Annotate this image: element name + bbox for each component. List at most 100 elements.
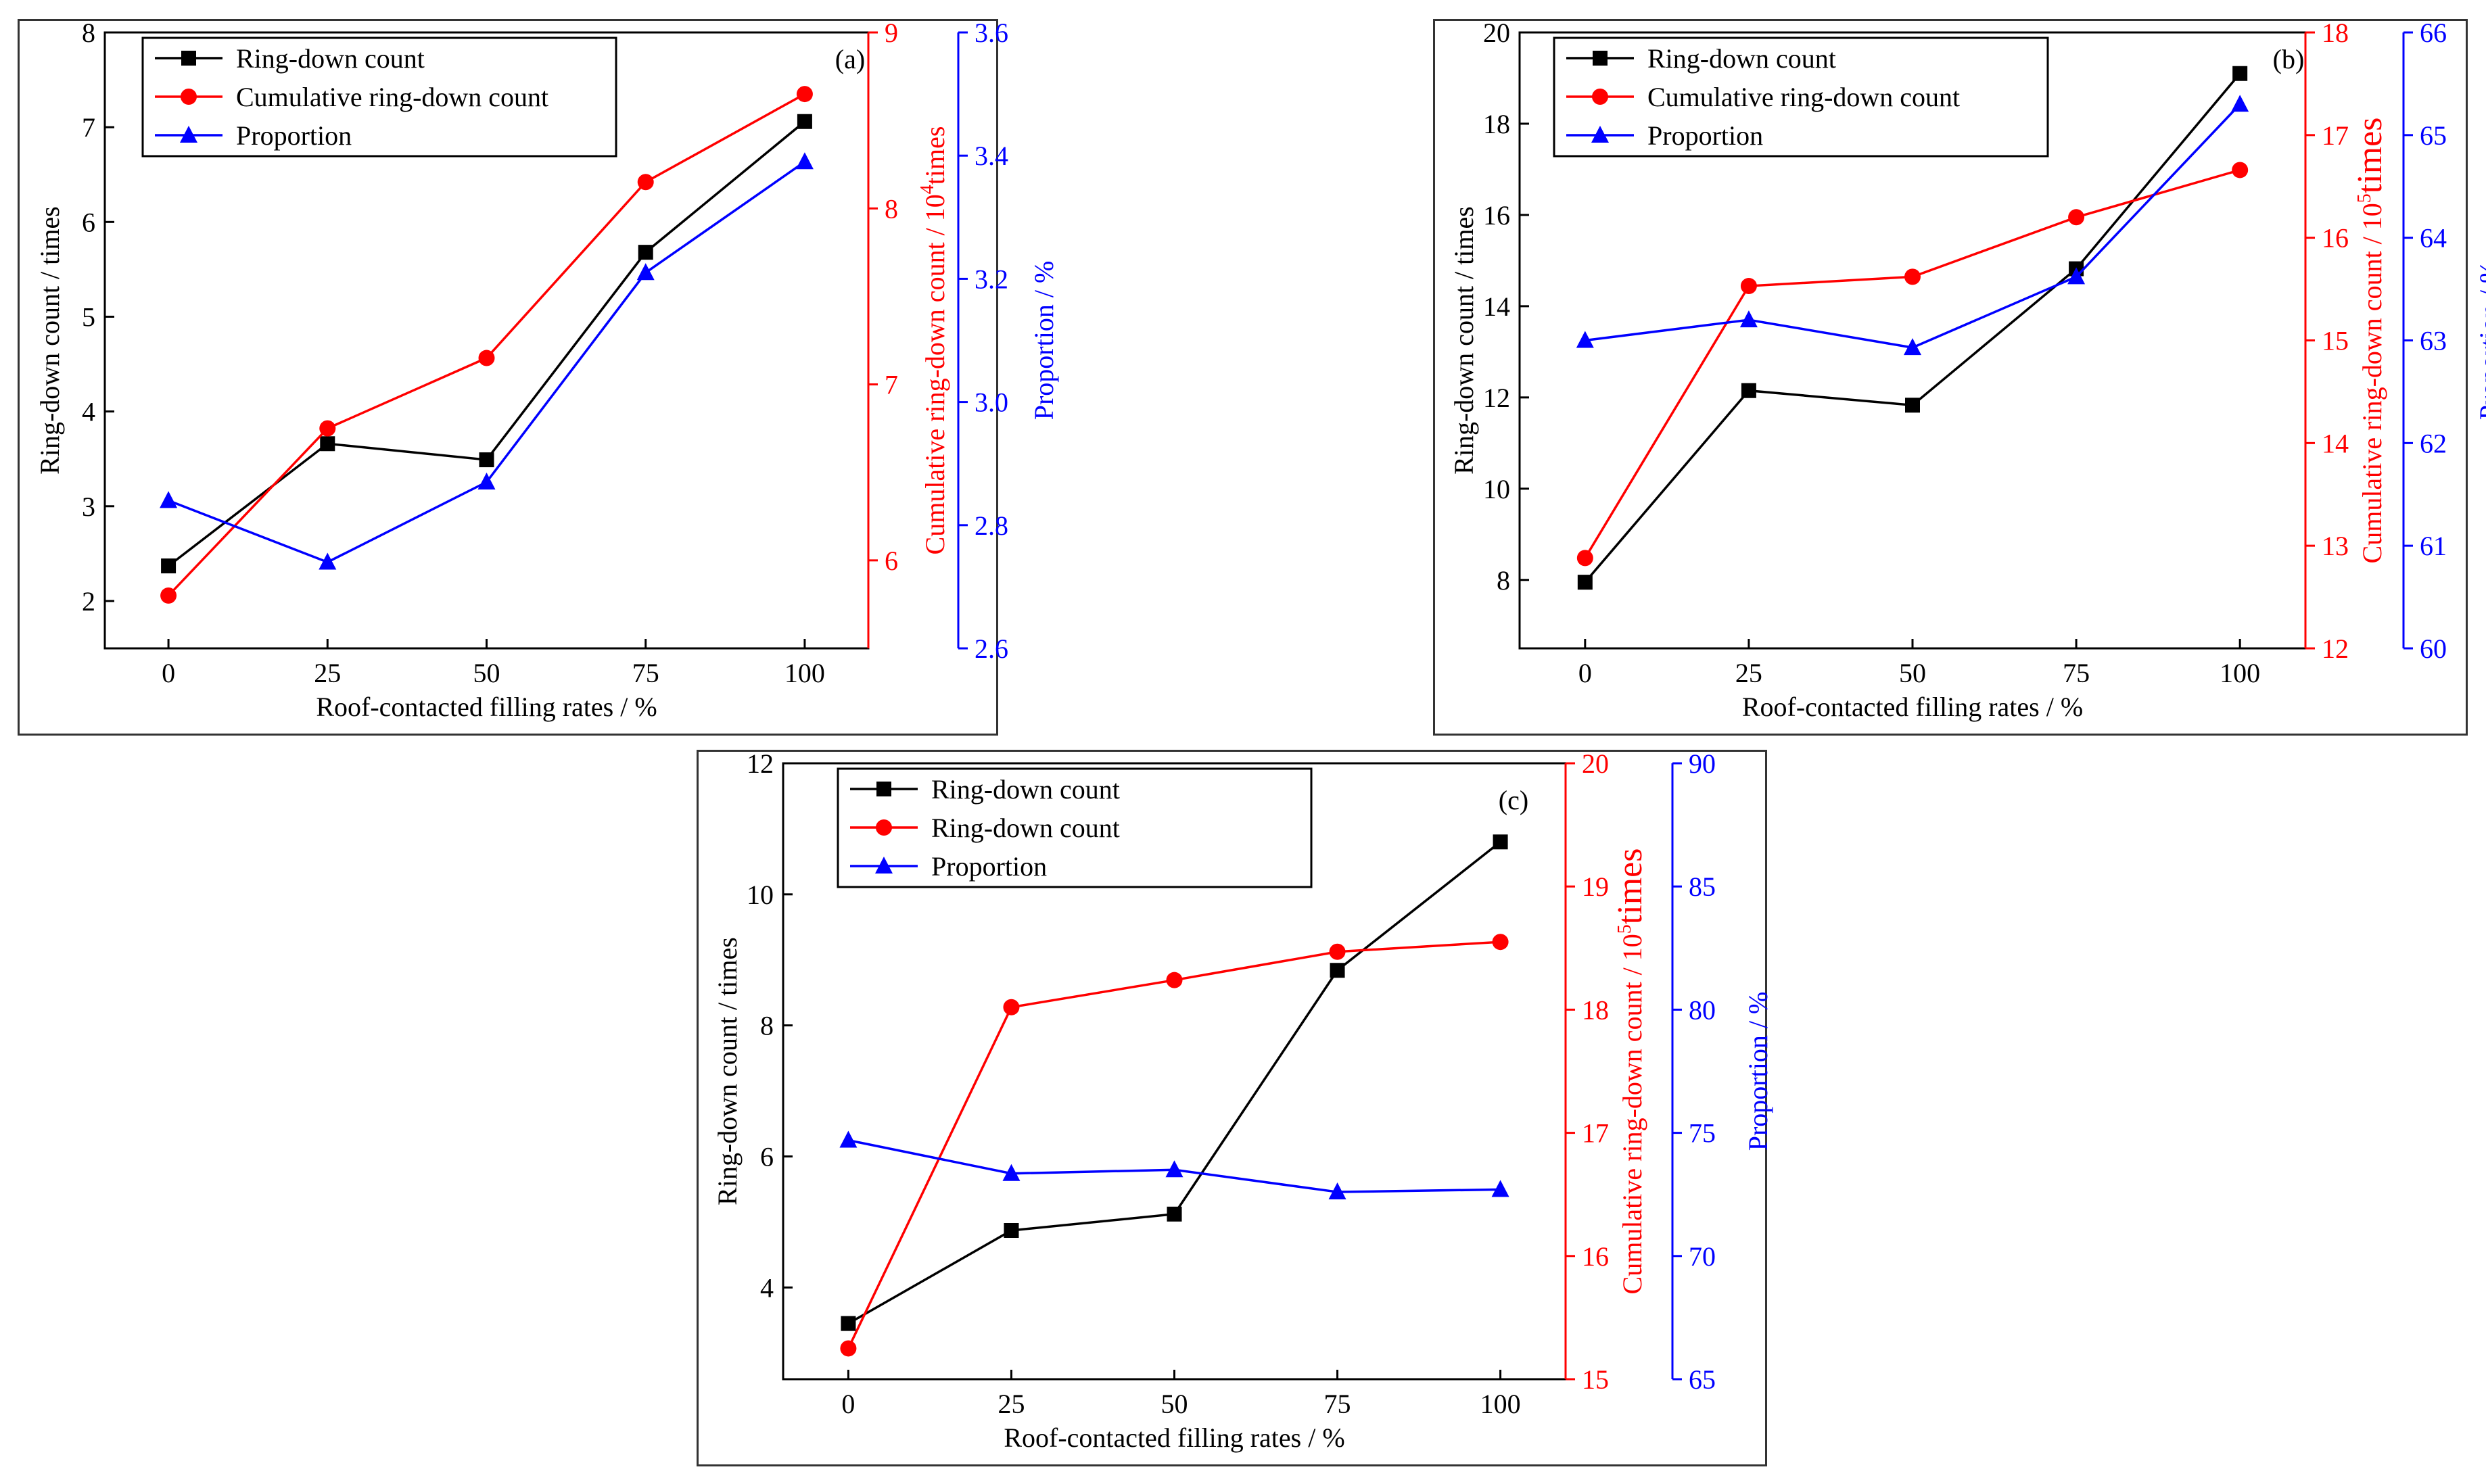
chart-svg: 0 25 50 75 100 Roof-contacted filling rates /… <box>1449 18 2486 722</box>
y-blue-tick-label: 65 <box>1689 1364 1716 1395</box>
x-tick-label: 100 <box>2220 658 2260 688</box>
y-blue-tick-label: 66 <box>2420 18 2447 48</box>
data-point-blue <box>795 152 814 170</box>
data-point-red <box>2232 162 2249 178</box>
data-point-red <box>160 587 177 604</box>
legend-label: Ring-down count <box>931 774 1120 805</box>
legend-marker <box>876 782 891 796</box>
y-left-tick-label: 2 <box>82 586 95 617</box>
y-red-label-tail: times <box>1611 848 1649 925</box>
x-tick-label: 0 <box>162 658 175 688</box>
y-red-label-sup: 4 <box>917 185 938 194</box>
x-tick-label: 0 <box>1578 658 1592 688</box>
y-left-tick-label: 6 <box>82 207 95 237</box>
legend-box <box>1553 37 2049 158</box>
data-point-red <box>840 1340 857 1357</box>
data-point-blue <box>1576 331 1594 348</box>
series-line-red <box>1584 168 2241 559</box>
x-axis-label: Roof-contacted filling rates / % <box>1004 1422 1344 1453</box>
x-tick-label: 50 <box>473 658 500 688</box>
y-red-tick-label: 8 <box>885 193 898 224</box>
x-tick-label: 25 <box>998 1389 1025 1419</box>
legend-label: Cumulative ring-down count <box>1647 82 1960 112</box>
data-point-blue <box>1165 1160 1183 1178</box>
legend-label: Ring-down count <box>931 813 1120 843</box>
data-point-left <box>1577 575 1593 590</box>
legend-marker <box>181 89 197 105</box>
legend-marker <box>875 857 893 873</box>
data-point-red <box>796 86 813 103</box>
y-blue-axis-label: Proportion / % <box>1029 261 1059 421</box>
y-left-tick-label: 8 <box>1497 565 1510 596</box>
y-red-tick-label: 17 <box>2322 120 2349 151</box>
y-red-axis-label: Cumulative ring-down count / 105times <box>1611 848 1649 1295</box>
y-left-tick-label: 16 <box>1483 200 1510 231</box>
data-point-blue <box>1904 338 1921 356</box>
y-left-tick-label: 18 <box>1483 109 1510 139</box>
chart-svg: 0 25 50 75 100 Roof-contacted filling rates /… <box>712 748 1773 1453</box>
y-left-tick-label: 3 <box>82 492 95 522</box>
y-red-tick-label: 18 <box>1582 995 1609 1025</box>
legend-label: Cumulative ring-down count <box>236 82 548 112</box>
y-red-tick-label: 7 <box>885 370 898 400</box>
y-blue-tick-label: 85 <box>1689 871 1716 902</box>
y-red-axis-label: Cumulative ring-down count / 104times <box>917 126 950 555</box>
legend-label: Proportion <box>931 851 1047 882</box>
y-blue-tick-label: 3.6 <box>975 18 1008 48</box>
x-tick-label: 100 <box>784 658 825 688</box>
data-point-left <box>2232 66 2248 81</box>
y-left-tick-label: 12 <box>747 748 774 779</box>
x-tick-label: 0 <box>841 1389 855 1419</box>
y-blue-tick-label: 65 <box>2420 120 2447 151</box>
y-blue-tick-label: 90 <box>1689 748 1716 779</box>
y-blue-tick-label: 3.4 <box>975 141 1008 171</box>
data-point-blue <box>2231 95 2249 112</box>
y-red-label-sup: 5 <box>1614 924 1635 934</box>
data-point-red <box>1576 550 1593 567</box>
panel-label: (a) <box>835 44 865 74</box>
y-blue-tick-label: 60 <box>2420 633 2447 664</box>
chart-panel-b: 0 25 50 75 100 Roof-contacted filling rates /… <box>1433 18 2486 736</box>
y-left-tick-label: 7 <box>82 112 95 143</box>
y-red-tick-label: 18 <box>2322 18 2349 48</box>
x-tick-label: 100 <box>1480 1389 1521 1419</box>
data-point-left <box>161 558 177 574</box>
x-tick-label: 50 <box>1161 1389 1188 1419</box>
y-red-label-tail: times <box>920 126 950 185</box>
x-tick-label: 75 <box>2063 658 2090 688</box>
data-point-red <box>1329 943 1346 960</box>
y-blue-tick-label: 61 <box>2420 531 2447 561</box>
y-red-tick-label: 20 <box>1582 748 1609 779</box>
y-red-tick-label: 19 <box>1582 871 1609 902</box>
y-red-tick-label: 16 <box>1582 1241 1609 1272</box>
legend-marker <box>1592 89 1608 105</box>
data-point-blue <box>1002 1164 1021 1181</box>
y-left-tick-label: 8 <box>760 1011 774 1041</box>
data-point-left <box>1905 398 1920 413</box>
legend-label: Ring-down count <box>236 43 425 74</box>
data-point-red <box>1003 999 1020 1015</box>
x-tick-label: 25 <box>1735 658 1762 688</box>
y-blue-tick-label: 62 <box>2420 428 2447 458</box>
series-line-red <box>167 93 805 597</box>
y-left-tick-label: 6 <box>760 1141 774 1172</box>
y-left-axis-label: Ring-down count / times <box>712 937 743 1205</box>
y-blue-tick-label: 70 <box>1689 1241 1716 1272</box>
y-red-tick-label: 14 <box>2322 428 2349 458</box>
x-axis-label: Roof-contacted filling rates / % <box>1742 692 2083 722</box>
data-point-left <box>1493 834 1508 850</box>
legend-marker <box>1593 51 1608 66</box>
y-red-tick-label: 15 <box>1582 1364 1609 1395</box>
data-point-left <box>841 1316 856 1331</box>
y-left-axis-label: Ring-down count / times <box>34 206 65 475</box>
data-point-left <box>1004 1223 1019 1239</box>
y-blue-tick-label: 2.8 <box>975 510 1008 541</box>
data-point-red <box>478 350 495 366</box>
data-point-red <box>1904 268 1921 285</box>
y-blue-tick-label: 64 <box>2420 223 2447 254</box>
y-red-tick-label: 17 <box>1582 1118 1609 1149</box>
x-tick-label: 25 <box>314 658 341 688</box>
y-red-label-sup: 5 <box>2354 193 2375 203</box>
y-red-tick-label: 9 <box>885 18 898 48</box>
y-left-tick-label: 4 <box>760 1272 774 1303</box>
